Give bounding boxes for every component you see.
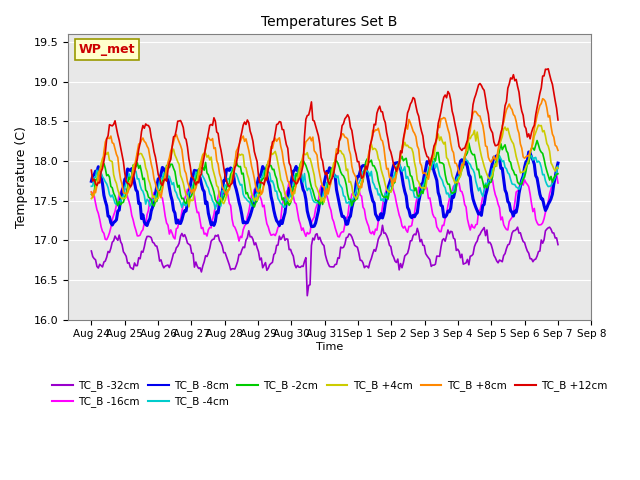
TC_B -2cm bbox=[191, 179, 198, 185]
TC_B -32cm bbox=[472, 240, 479, 246]
TC_B -2cm bbox=[470, 152, 478, 157]
TC_B -32cm bbox=[88, 248, 95, 254]
Title: Temperatures Set B: Temperatures Set B bbox=[262, 15, 398, 29]
TC_B -16cm bbox=[88, 189, 95, 195]
TC_B -32cm bbox=[227, 267, 234, 273]
TC_B +4cm bbox=[554, 166, 562, 171]
TC_B +8cm bbox=[192, 185, 200, 191]
TC_B +12cm bbox=[470, 96, 478, 101]
Line: TC_B +4cm: TC_B +4cm bbox=[92, 125, 558, 207]
TC_B -2cm bbox=[351, 198, 358, 204]
TC_B -2cm bbox=[88, 192, 95, 197]
TC_B +8cm bbox=[157, 195, 165, 201]
TC_B -16cm bbox=[351, 190, 358, 196]
TC_B +8cm bbox=[88, 189, 95, 195]
TC_B +12cm bbox=[127, 184, 134, 190]
TC_B -4cm bbox=[495, 153, 503, 159]
TC_B -32cm bbox=[191, 264, 198, 270]
Line: TC_B -4cm: TC_B -4cm bbox=[92, 156, 558, 209]
TC_B +8cm bbox=[93, 182, 100, 188]
TC_B +4cm bbox=[185, 204, 193, 210]
TC_B -32cm bbox=[477, 228, 485, 234]
TC_B -4cm bbox=[470, 170, 478, 176]
TC_B -8cm bbox=[227, 165, 234, 171]
TC_B -4cm bbox=[191, 178, 198, 184]
TC_B -4cm bbox=[93, 167, 100, 173]
TC_B -4cm bbox=[476, 185, 484, 191]
Line: TC_B -32cm: TC_B -32cm bbox=[92, 225, 558, 296]
Text: WP_met: WP_met bbox=[79, 43, 135, 56]
TC_B -2cm bbox=[476, 175, 484, 181]
TC_B -8cm bbox=[93, 169, 100, 175]
TC_B +12cm bbox=[88, 167, 95, 173]
TC_B +4cm bbox=[351, 193, 358, 199]
TC_B +4cm bbox=[228, 171, 236, 177]
TC_B +12cm bbox=[554, 117, 562, 123]
TC_B -32cm bbox=[379, 222, 387, 228]
X-axis label: Time: Time bbox=[316, 342, 343, 352]
TC_B -2cm bbox=[250, 204, 258, 210]
TC_B -2cm bbox=[533, 138, 541, 144]
TC_B -16cm bbox=[93, 207, 100, 213]
TC_B -32cm bbox=[93, 264, 100, 269]
TC_B +4cm bbox=[534, 122, 542, 128]
TC_B -4cm bbox=[228, 166, 236, 171]
Y-axis label: Temperature (C): Temperature (C) bbox=[15, 126, 28, 228]
TC_B -4cm bbox=[351, 192, 358, 197]
TC_B +12cm bbox=[228, 180, 236, 186]
TC_B +4cm bbox=[88, 196, 95, 202]
TC_B -8cm bbox=[191, 168, 198, 173]
TC_B -16cm bbox=[476, 207, 484, 213]
TC_B +4cm bbox=[470, 128, 478, 133]
TC_B -8cm bbox=[476, 210, 484, 216]
TC_B -8cm bbox=[554, 160, 562, 166]
TC_B -32cm bbox=[303, 293, 311, 299]
TC_B -2cm bbox=[554, 171, 562, 177]
Line: TC_B +8cm: TC_B +8cm bbox=[92, 99, 558, 198]
Line: TC_B +12cm: TC_B +12cm bbox=[92, 69, 558, 187]
TC_B +8cm bbox=[539, 96, 547, 102]
Line: TC_B -2cm: TC_B -2cm bbox=[92, 141, 558, 207]
TC_B +12cm bbox=[192, 182, 200, 188]
TC_B +12cm bbox=[351, 146, 358, 152]
TC_B +8cm bbox=[476, 113, 484, 119]
TC_B -16cm bbox=[227, 203, 234, 208]
TC_B +4cm bbox=[93, 182, 100, 188]
TC_B +8cm bbox=[554, 147, 562, 153]
TC_B -8cm bbox=[525, 149, 532, 155]
TC_B +12cm bbox=[476, 81, 484, 86]
TC_B -8cm bbox=[351, 196, 358, 202]
Line: TC_B -8cm: TC_B -8cm bbox=[92, 152, 558, 227]
TC_B +4cm bbox=[192, 180, 200, 186]
TC_B -16cm bbox=[553, 171, 561, 177]
TC_B -32cm bbox=[351, 242, 358, 248]
TC_B -8cm bbox=[309, 224, 317, 229]
TC_B -16cm bbox=[235, 238, 243, 244]
TC_B -2cm bbox=[227, 171, 234, 177]
Legend: TC_B -32cm, TC_B -16cm, TC_B -8cm, TC_B -4cm, TC_B -2cm, TC_B +4cm, TC_B +8cm, T: TC_B -32cm, TC_B -16cm, TC_B -8cm, TC_B … bbox=[48, 376, 611, 411]
TC_B +12cm bbox=[545, 66, 552, 72]
TC_B -4cm bbox=[88, 183, 95, 189]
TC_B -16cm bbox=[191, 193, 198, 199]
TC_B -2cm bbox=[93, 177, 100, 183]
TC_B -4cm bbox=[211, 206, 219, 212]
TC_B +8cm bbox=[228, 178, 236, 183]
TC_B +12cm bbox=[93, 183, 100, 189]
TC_B -8cm bbox=[88, 179, 95, 184]
TC_B +8cm bbox=[351, 172, 358, 178]
TC_B -32cm bbox=[554, 242, 562, 248]
TC_B +8cm bbox=[470, 108, 478, 114]
TC_B -16cm bbox=[554, 180, 562, 186]
TC_B -8cm bbox=[470, 201, 478, 206]
TC_B -4cm bbox=[554, 163, 562, 169]
TC_B +4cm bbox=[476, 146, 484, 152]
TC_B -16cm bbox=[470, 225, 478, 231]
Line: TC_B -16cm: TC_B -16cm bbox=[92, 174, 558, 241]
